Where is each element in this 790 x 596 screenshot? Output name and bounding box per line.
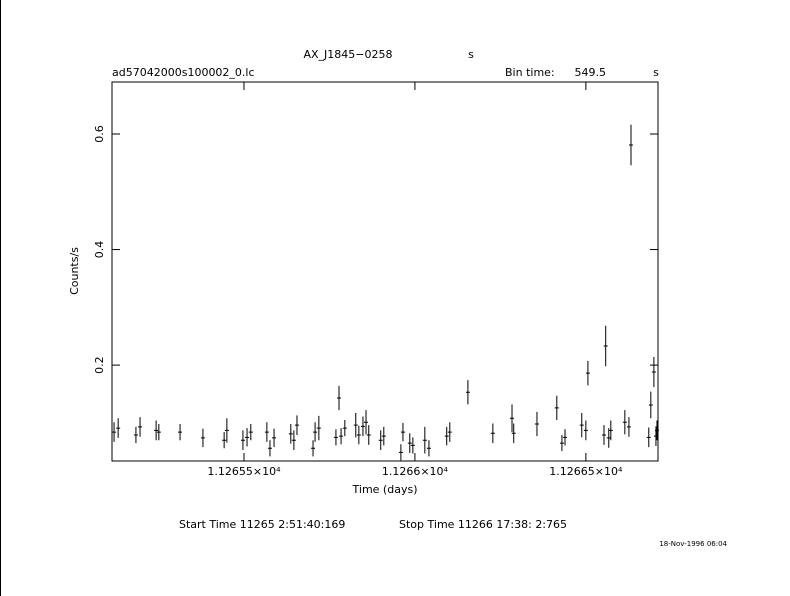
data-point — [222, 432, 227, 449]
title-units: s — [468, 48, 474, 61]
data-point — [364, 410, 369, 435]
data-point — [378, 430, 383, 451]
data-point — [606, 428, 611, 448]
data-point — [628, 124, 633, 166]
data-point — [447, 422, 452, 442]
y-tick-label: 0.6 — [93, 125, 106, 143]
bin-time-label: Bin time: — [505, 66, 555, 79]
data-point — [313, 422, 318, 442]
data-point — [264, 422, 269, 442]
chart-title: AX_J1845−0258 — [303, 48, 392, 61]
data-point — [112, 422, 117, 442]
data-point — [154, 420, 159, 441]
data-point — [360, 416, 365, 437]
plot-frame — [111, 81, 659, 462]
x-tick-label: 1.1266×10⁴ — [382, 465, 449, 478]
data-point — [490, 423, 495, 444]
data-point — [337, 385, 342, 411]
data-point — [608, 420, 613, 441]
y-tick-label: 0.2 — [93, 356, 106, 374]
data-point — [651, 357, 656, 388]
data-point — [272, 428, 277, 448]
data-point — [534, 411, 539, 437]
data-point — [339, 428, 344, 445]
data-point — [333, 429, 338, 446]
data-point — [294, 415, 299, 436]
data-point — [622, 410, 627, 435]
data-point — [316, 415, 321, 441]
data-point — [410, 437, 415, 454]
data-point — [579, 413, 584, 438]
data-point — [267, 440, 272, 457]
data-point — [138, 417, 143, 437]
data-point — [585, 361, 590, 386]
bin-time: 549.5 — [575, 66, 607, 79]
data-point — [407, 433, 412, 453]
bin-time-units: s — [653, 66, 659, 79]
data-point — [465, 380, 470, 405]
data-point — [559, 435, 564, 452]
data-point — [426, 440, 431, 457]
data-point — [601, 425, 606, 445]
data-point — [224, 418, 229, 443]
data-point — [342, 419, 347, 437]
data-point — [240, 430, 245, 451]
data-point — [381, 426, 386, 446]
data-point — [554, 395, 559, 420]
data-point — [245, 428, 250, 447]
x-tick-label: 1.12655×10⁴ — [207, 465, 281, 478]
data-point — [288, 424, 293, 444]
data-point — [583, 420, 588, 441]
data-point — [200, 428, 205, 448]
data-point — [511, 423, 516, 444]
x-tick-label: 1.12665×10⁴ — [549, 465, 623, 478]
start-time: Start Time 11265 2:51:40:169 — [179, 518, 345, 531]
stop-time: Stop Time 11266 17:38: 2:765 — [399, 518, 567, 531]
data-point — [603, 325, 608, 367]
data-point — [444, 426, 449, 446]
plot-date: 18-Nov-1996 06:04 — [659, 540, 727, 548]
data-point — [648, 391, 653, 419]
data-point — [654, 420, 659, 441]
data-point — [646, 427, 651, 448]
data-point — [178, 424, 183, 441]
data-point — [291, 430, 296, 451]
x-axis-label: Time (days) — [352, 483, 418, 496]
y-tick-label: 0.4 — [93, 241, 106, 258]
data-point — [133, 426, 138, 444]
data-point — [563, 429, 568, 446]
data-point — [353, 413, 358, 438]
data-point — [248, 424, 253, 441]
data-point — [510, 404, 515, 433]
data-point — [398, 444, 403, 461]
data-point — [626, 417, 631, 437]
data-point — [366, 425, 371, 445]
data-point — [116, 418, 121, 438]
data-point — [400, 422, 405, 442]
data-point — [311, 440, 316, 457]
data-point — [156, 424, 161, 441]
file-name: ad57042000s100002_0.lc — [112, 66, 255, 79]
y-axis-label: Counts/s — [68, 247, 81, 295]
data-point — [356, 425, 361, 445]
data-point — [422, 426, 427, 454]
